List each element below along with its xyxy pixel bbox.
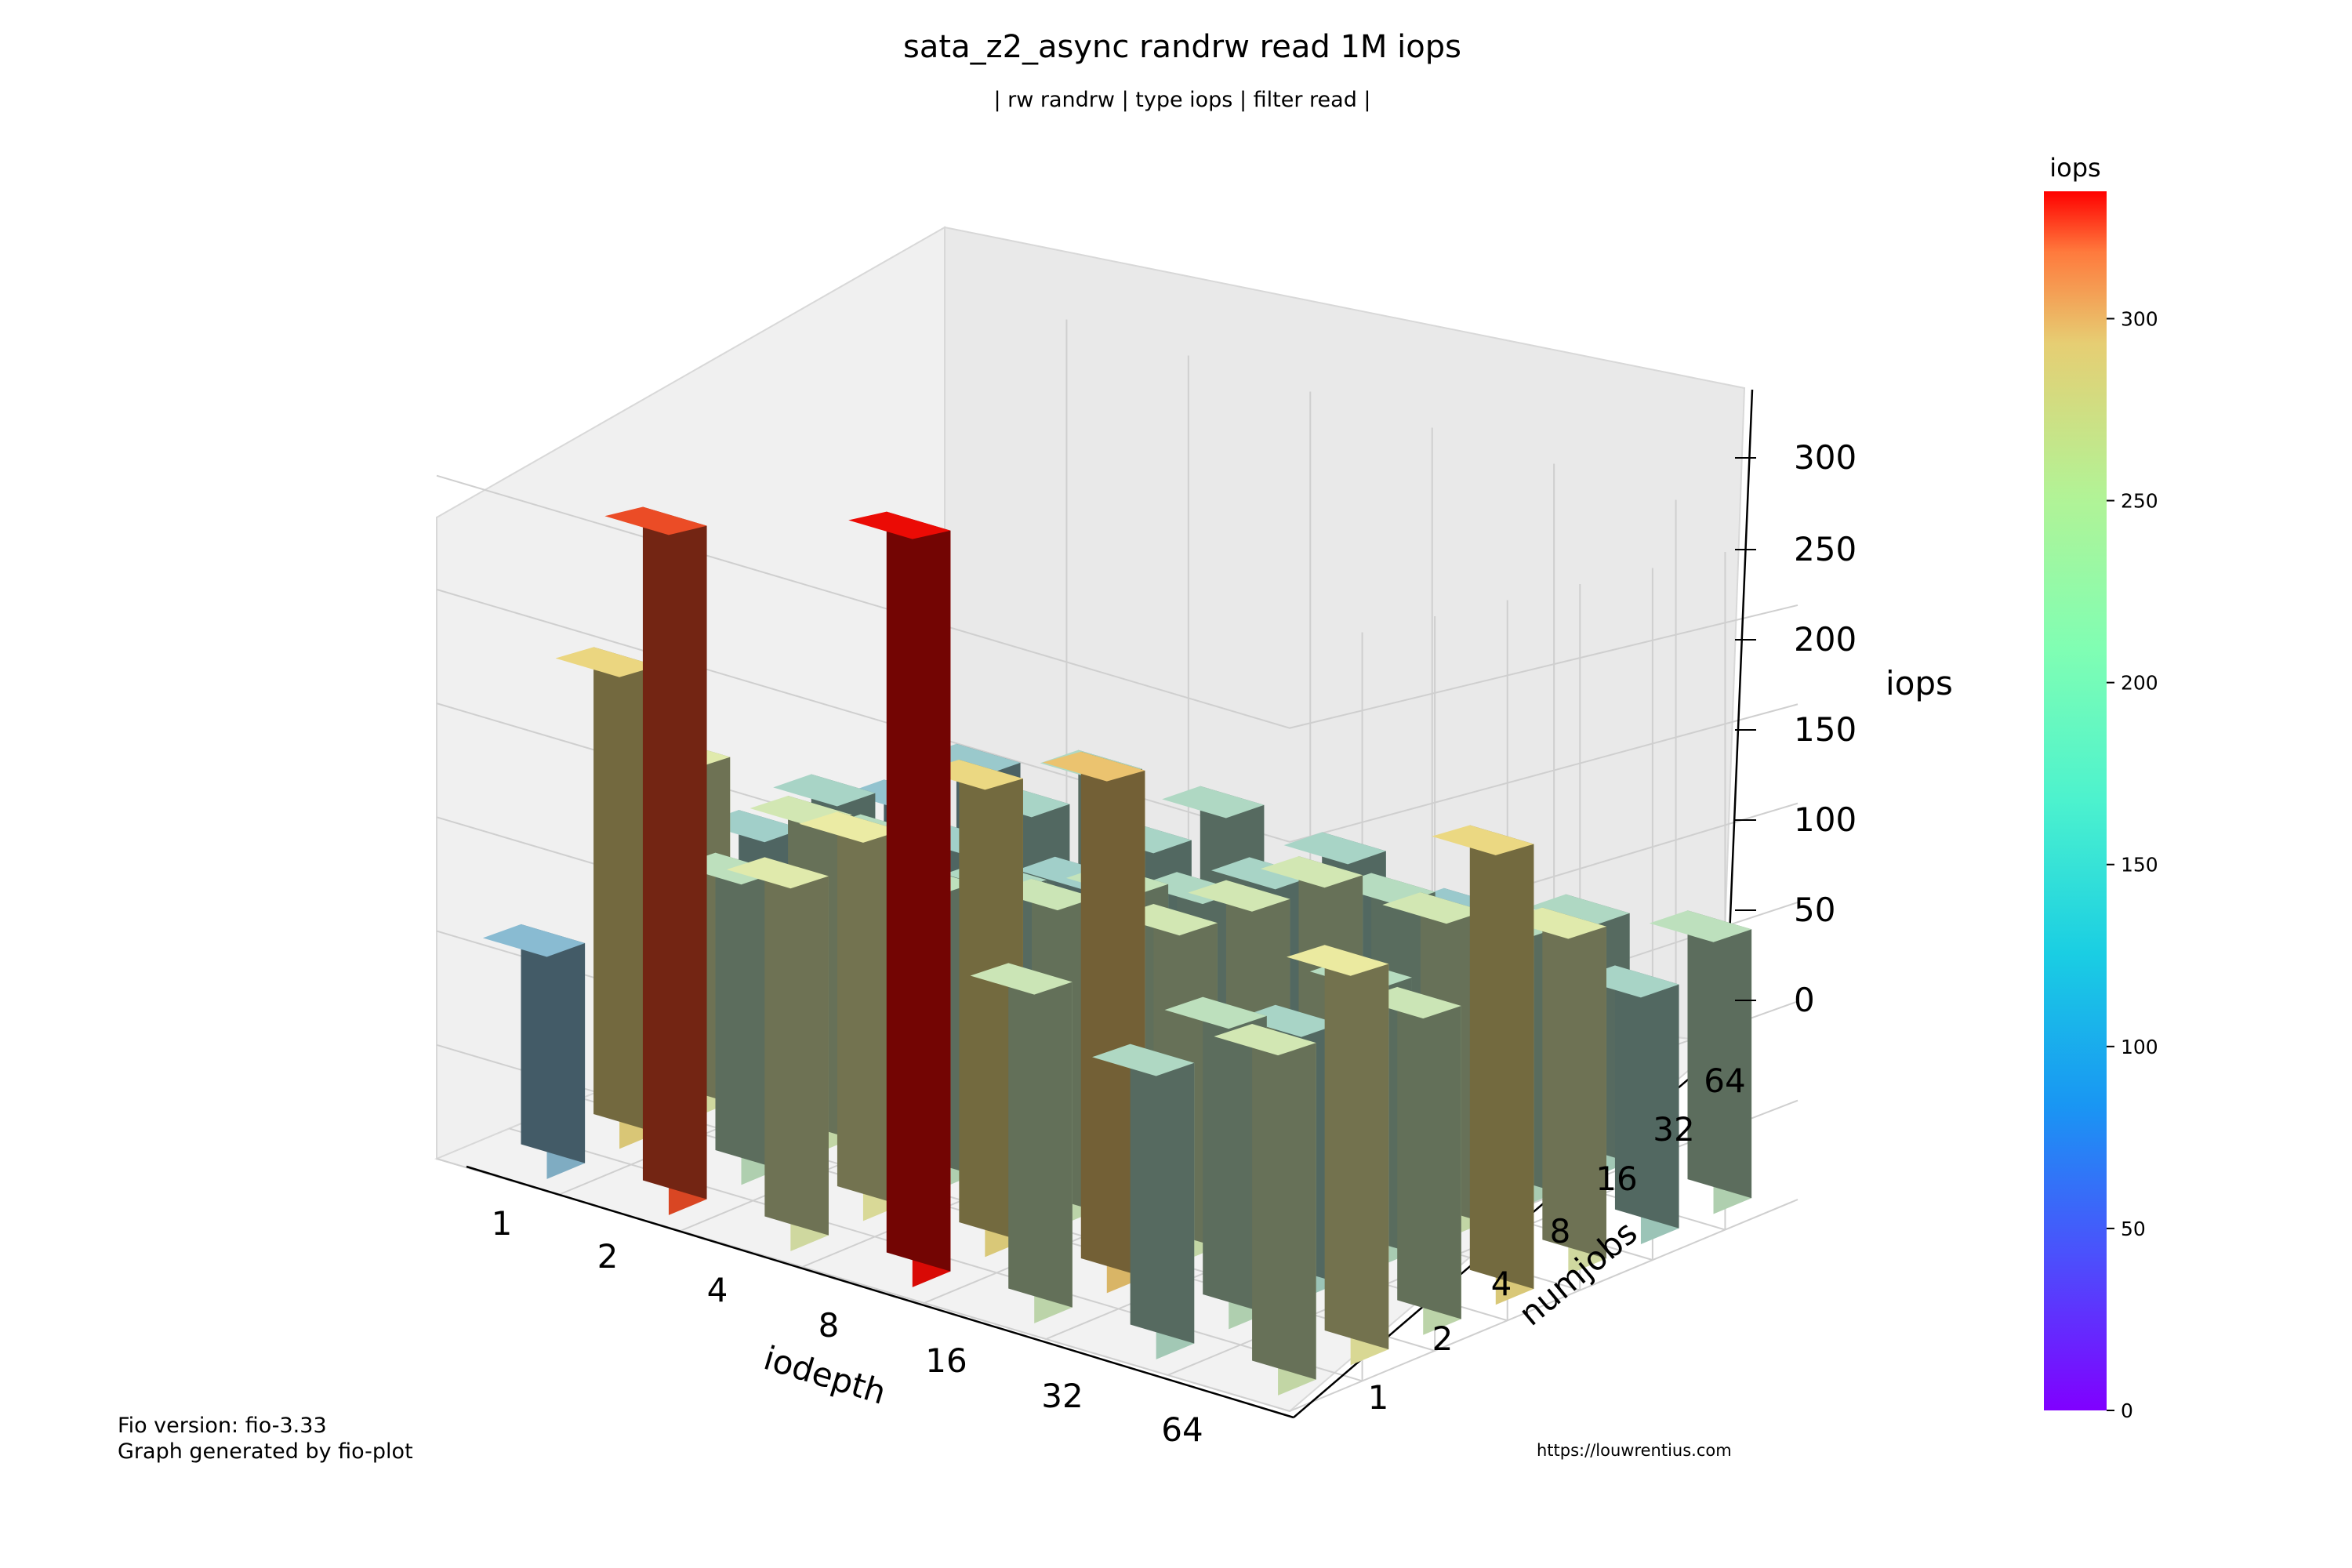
y-tick-label: 16 bbox=[1595, 1160, 1637, 1198]
z-tick-label: 0 bbox=[1794, 981, 1815, 1019]
bar-iodepth-64-numjobs-8 bbox=[1432, 825, 1534, 1305]
bar-iodepth-8-numjobs-1 bbox=[848, 511, 951, 1287]
x-tick-label: 32 bbox=[1041, 1377, 1083, 1415]
bar-iodepth-64-numjobs-16 bbox=[1504, 907, 1606, 1275]
y-tick-label: 32 bbox=[1653, 1110, 1694, 1149]
chart-subtitle: | rw randrw | type iops | filter read | bbox=[993, 88, 1370, 112]
bar-iodepth-64-numjobs-1 bbox=[1214, 1024, 1316, 1396]
iodepth-axis-line bbox=[466, 1165, 1294, 1419]
colorbar-tick-label: 300 bbox=[2121, 307, 2158, 330]
colorbar bbox=[2044, 191, 2107, 1410]
y-tick-label: 64 bbox=[1704, 1062, 1745, 1100]
bar-iodepth-2-numjobs-2 bbox=[677, 852, 780, 1185]
colorbar-tick-label: 200 bbox=[2121, 672, 2158, 695]
y-tick-label: 8 bbox=[1550, 1212, 1571, 1250]
colorbar-label: iops bbox=[2049, 153, 2100, 183]
y-tick-label: 4 bbox=[1491, 1265, 1512, 1303]
bar-iodepth-64-numjobs-2 bbox=[1287, 945, 1389, 1366]
z-tick-label: 300 bbox=[1794, 438, 1857, 477]
colorbar-ticks: 0 50 100 150 200 250 300 bbox=[2107, 307, 2158, 1422]
x-tick-label: 1 bbox=[492, 1204, 513, 1243]
x-tick-label: 2 bbox=[597, 1237, 619, 1276]
z-tick-label: 150 bbox=[1794, 710, 1857, 749]
x-axis-label: iodepth bbox=[760, 1338, 891, 1412]
iops-axis-line bbox=[1725, 389, 1754, 1012]
fio-version-text: Fio version: fio-3.33 bbox=[118, 1414, 327, 1438]
x-tick-label: 64 bbox=[1161, 1410, 1203, 1449]
bars bbox=[482, 506, 1752, 1396]
bar-iodepth-64-numjobs-64 bbox=[1649, 910, 1752, 1214]
bar-iodepth-32-numjobs-1 bbox=[1092, 1044, 1195, 1359]
bar-iodepth-1-numjobs-1 bbox=[482, 924, 586, 1179]
colorbar-tick-label: 0 bbox=[2121, 1399, 2133, 1422]
colorbar-tick-label: 150 bbox=[2121, 854, 2158, 877]
colorbar-tick-label: 250 bbox=[2121, 490, 2158, 513]
x-tick-label: 16 bbox=[925, 1341, 967, 1380]
colorbar-tick-label: 50 bbox=[2121, 1218, 2146, 1240]
bar-iodepth-4-numjobs-1 bbox=[726, 857, 829, 1251]
z-tick-label: 100 bbox=[1794, 800, 1857, 839]
generator-text: Graph generated by fio-plot bbox=[118, 1439, 413, 1464]
bar-iodepth-2-numjobs-1 bbox=[604, 506, 707, 1215]
bar-iodepth-64-numjobs-32 bbox=[1577, 965, 1679, 1245]
x-tick-label: 4 bbox=[707, 1271, 728, 1309]
z-tick-label: 200 bbox=[1794, 620, 1857, 659]
y-tick-label: 2 bbox=[1432, 1319, 1454, 1358]
z-tick-label: 250 bbox=[1794, 530, 1857, 568]
z-axis-label: iops bbox=[1886, 664, 1953, 702]
y-tick-label: 1 bbox=[1368, 1378, 1389, 1417]
x-tick-label: 8 bbox=[818, 1306, 840, 1345]
bar-iodepth-16-numjobs-1 bbox=[970, 963, 1073, 1323]
z-tick-label: 50 bbox=[1794, 891, 1835, 929]
chart-title: sata_z2_async randrw read 1M iops bbox=[903, 29, 1461, 65]
bar-iodepth-64-numjobs-4 bbox=[1359, 986, 1461, 1335]
url-text: https://louwrentius.com bbox=[1537, 1441, 1732, 1460]
colorbar-tick-label: 100 bbox=[2121, 1036, 2158, 1058]
